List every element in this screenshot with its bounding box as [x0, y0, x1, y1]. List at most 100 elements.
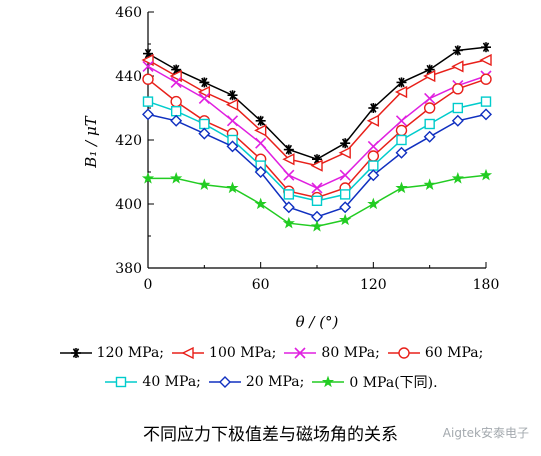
data-point [368, 160, 379, 171]
y-tick-label: 400 [115, 197, 142, 213]
x-tick-label: 60 [252, 277, 270, 293]
series-layer [141, 42, 493, 232]
data-point [198, 178, 211, 190]
data-point [340, 138, 351, 149]
data-point [199, 77, 210, 88]
data-point [170, 114, 183, 127]
legend-item: 60 MPa; [386, 345, 483, 361]
legend-row-2: 40 MPa; 20 MPa; 0 MPa(下同). [0, 372, 541, 392]
data-point [116, 376, 127, 388]
axes: 380 400 420 440 460 0 60 120 180 [115, 5, 499, 293]
data-point [170, 95, 182, 108]
data-point [282, 216, 295, 229]
chart: 380 400 420 440 460 0 60 120 180 B₁ / μT θ / (°) [82, 5, 499, 331]
legend-label: 40 MPa; [142, 374, 201, 390]
legend-swatch [105, 376, 138, 388]
data-point [255, 137, 267, 149]
data-point [395, 124, 408, 137]
data-point [396, 134, 407, 146]
legend-item: 80 MPa; [282, 345, 380, 361]
data-point [310, 220, 324, 232]
data-point [283, 189, 295, 200]
data-point [339, 213, 352, 226]
data-point [480, 96, 492, 107]
data-point [282, 153, 295, 166]
series-2 [142, 60, 492, 194]
legend-swatch [387, 347, 420, 359]
data-point [423, 102, 436, 114]
data-point [283, 144, 294, 155]
data-point [142, 108, 154, 121]
data-point [141, 53, 154, 67]
data-point [424, 118, 435, 130]
legend-item: 120 MPa; [58, 345, 164, 361]
data-point [322, 375, 335, 388]
legend-label: 120 MPa; [96, 345, 165, 361]
data-point [394, 85, 408, 99]
y-tick-label: 440 [115, 69, 142, 85]
data-point [310, 159, 323, 172]
data-point [367, 197, 380, 210]
data-point [338, 146, 351, 159]
data-point [227, 90, 238, 101]
data-point [181, 346, 194, 360]
x-tick-label: 0 [144, 277, 153, 293]
data-point [142, 96, 154, 107]
data-point [366, 114, 380, 127]
data-point [198, 127, 211, 140]
data-point [141, 172, 155, 184]
data-point [255, 115, 266, 126]
data-point [480, 108, 492, 121]
data-point [452, 102, 464, 114]
watermark-logo: Aigtek安泰电子 [442, 426, 529, 440]
y-tick-label: 420 [115, 133, 142, 149]
series-line [147, 78, 487, 199]
series-5 [142, 108, 492, 223]
legend-row-1: 120 MPa; 100 MPa; 80 MPa; 60 MPa; [0, 345, 541, 361]
legend-item: 0 MPa(下同). [310, 372, 438, 392]
data-point [282, 201, 295, 214]
data-point [226, 181, 239, 194]
x-axis-label: θ / (°) [296, 313, 339, 331]
data-point [311, 195, 323, 207]
legend-swatch [284, 347, 317, 359]
legend-label: 60 MPa; [424, 345, 484, 361]
legend-swatch [208, 376, 241, 388]
data-point [452, 83, 464, 95]
data-point [423, 178, 436, 190]
data-point [368, 103, 379, 113]
data-point [451, 172, 464, 184]
legend-item: 100 MPa; [170, 345, 276, 361]
data-point [197, 85, 211, 99]
series-line [147, 46, 487, 161]
data-point [479, 168, 493, 181]
x-tick-label: 180 [473, 277, 500, 293]
data-point [170, 172, 183, 184]
data-point [424, 92, 436, 104]
legend-label: 0 MPa(下同). [349, 375, 438, 391]
data-point [339, 201, 352, 214]
data-point [283, 169, 295, 181]
series-1 [141, 53, 492, 172]
figure-caption: 不同应力下极值差与磁场角的关系 [143, 425, 398, 445]
data-point [142, 60, 154, 72]
data-point [396, 77, 407, 88]
legend-label: 80 MPa; [321, 345, 380, 361]
series-0 [143, 42, 491, 165]
data-point [294, 347, 306, 359]
data-point [254, 197, 267, 210]
legend-item: 20 MPa; [207, 372, 304, 392]
data-point [367, 150, 380, 162]
data-point [199, 118, 210, 130]
legend-swatch [172, 346, 205, 360]
data-point [480, 73, 492, 85]
data-point [170, 76, 182, 88]
data-point [226, 140, 239, 153]
data-point [452, 45, 463, 56]
data-point [170, 105, 182, 117]
data-point [311, 182, 323, 194]
data-point [169, 69, 182, 83]
series-6 [141, 168, 493, 232]
data-point [423, 130, 436, 143]
data-point [339, 189, 351, 200]
